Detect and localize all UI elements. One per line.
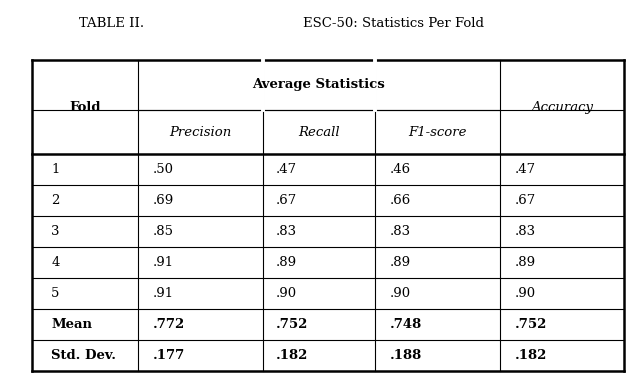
Text: .69: .69: [153, 194, 175, 207]
Text: ESC-50: Statistics Per Fold: ESC-50: Statistics Per Fold: [303, 17, 484, 30]
Text: .182: .182: [515, 349, 547, 362]
Text: Precision: Precision: [170, 126, 232, 139]
Text: .85: .85: [153, 225, 174, 238]
Text: Average Statistics: Average Statistics: [253, 78, 385, 91]
Text: .182: .182: [276, 349, 308, 362]
Text: 5: 5: [51, 287, 60, 300]
Text: .188: .188: [390, 349, 422, 362]
Text: .67: .67: [515, 194, 536, 207]
Text: .89: .89: [276, 256, 298, 269]
Text: F1-score: F1-score: [408, 126, 467, 139]
Text: .752: .752: [276, 318, 308, 331]
Text: .91: .91: [153, 256, 174, 269]
Text: .89: .89: [390, 256, 411, 269]
Text: .90: .90: [276, 287, 298, 300]
Text: .50: .50: [153, 163, 174, 176]
Text: .47: .47: [515, 163, 536, 176]
Text: .83: .83: [390, 225, 411, 238]
Text: Recall: Recall: [298, 126, 340, 139]
Text: .83: .83: [515, 225, 536, 238]
Text: .67: .67: [276, 194, 298, 207]
Text: .46: .46: [390, 163, 411, 176]
Text: TABLE II.: TABLE II.: [79, 17, 145, 30]
Text: Fold: Fold: [69, 101, 101, 113]
Text: .752: .752: [515, 318, 547, 331]
Text: .177: .177: [153, 349, 186, 362]
Text: .89: .89: [515, 256, 536, 269]
Text: .748: .748: [390, 318, 422, 331]
Text: 4: 4: [51, 256, 60, 269]
Text: 1: 1: [51, 163, 60, 176]
Text: .91: .91: [153, 287, 174, 300]
Text: .90: .90: [390, 287, 411, 300]
Text: .772: .772: [153, 318, 186, 331]
Text: .90: .90: [515, 287, 536, 300]
Text: .47: .47: [276, 163, 298, 176]
Text: Std. Dev.: Std. Dev.: [51, 349, 116, 362]
Text: .83: .83: [276, 225, 298, 238]
Text: .66: .66: [390, 194, 412, 207]
Text: 3: 3: [51, 225, 60, 238]
Text: 2: 2: [51, 194, 60, 207]
Text: Mean: Mean: [51, 318, 92, 331]
Text: Accuracy: Accuracy: [531, 101, 593, 113]
